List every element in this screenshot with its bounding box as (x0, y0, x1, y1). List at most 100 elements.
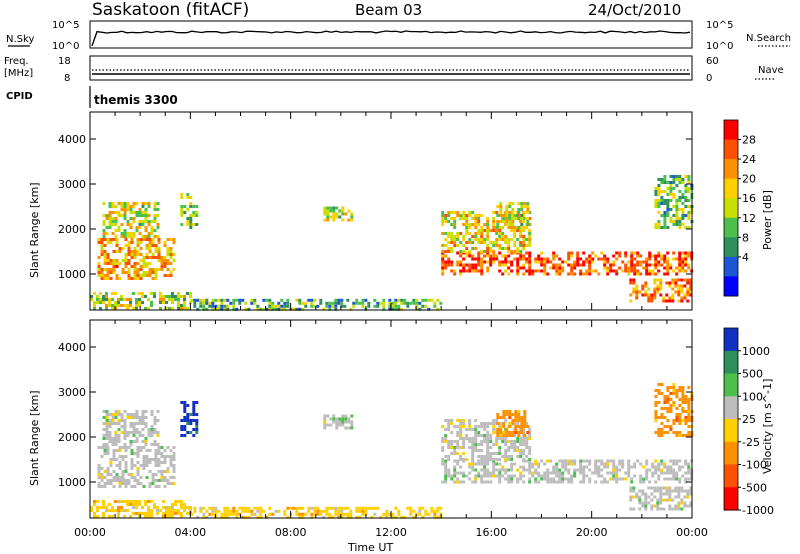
echo-cell (462, 474, 466, 478)
echo-cell (111, 307, 114, 310)
echo-cell (168, 298, 171, 301)
echo-cell (495, 468, 499, 472)
echo-cell (600, 257, 604, 261)
echo-cell (109, 464, 113, 467)
echo-cell (226, 307, 230, 311)
echo-cell (486, 455, 490, 458)
echo-cell (105, 295, 108, 298)
colorbar-swatch (724, 328, 738, 352)
echo-cell (654, 223, 658, 226)
echo-cell (111, 413, 115, 416)
echo-cell (141, 512, 144, 515)
echo-cell (229, 301, 233, 305)
echo-cell (480, 229, 484, 232)
echo-cell (112, 476, 116, 479)
echo-cell (148, 449, 152, 452)
echo-cell (133, 464, 137, 467)
echo-cell (555, 471, 559, 475)
echo-cell (629, 507, 633, 511)
echo-cell (148, 268, 152, 271)
echo-cell (163, 461, 167, 464)
echo-cell (468, 254, 472, 258)
echo-cell (183, 434, 187, 437)
echo-cell (180, 419, 184, 422)
echo-cell (681, 407, 685, 410)
echo-cell (169, 274, 173, 277)
echo-cell (271, 304, 275, 308)
echo-cell (409, 506, 413, 510)
echo-cell (522, 449, 526, 452)
echo-cell (486, 247, 490, 250)
echo-cell (558, 480, 562, 484)
echo-cell (474, 220, 478, 223)
echo-cell (202, 506, 206, 510)
echo-cell (347, 420, 351, 424)
echo-cell (109, 458, 113, 461)
echo-cell (394, 515, 398, 519)
echo-cell (114, 304, 117, 307)
echo-cell (681, 389, 685, 392)
echo-cell (147, 298, 150, 301)
echo-cell (154, 274, 158, 277)
echo-cell (498, 422, 502, 425)
echo-cell (687, 431, 691, 434)
echo-cell (147, 235, 151, 238)
echo-cell (633, 266, 637, 270)
echo-cell (109, 461, 113, 464)
echo-cell (498, 458, 502, 461)
echo-cell (304, 301, 308, 305)
echo-cell (471, 452, 475, 455)
echo-cell (247, 506, 251, 510)
echo-cell (172, 482, 176, 485)
echo-cell (313, 512, 317, 516)
echo-cell (645, 477, 649, 481)
echo-cell (681, 263, 685, 267)
echo-cell (522, 465, 526, 469)
echo-cell (672, 468, 676, 472)
echo-cell (537, 462, 541, 466)
echo-cell (358, 509, 362, 513)
echo-cell (508, 205, 512, 208)
echo-cell (585, 459, 589, 463)
echo-cell (150, 220, 154, 223)
power-y-axis-label: Slant Range [km] (28, 182, 41, 278)
echo-cell (168, 512, 171, 515)
echo-cell (93, 307, 96, 310)
echo-cell (141, 295, 144, 298)
echo-cell (105, 298, 108, 301)
echo-cell (627, 459, 631, 463)
echo-cell (519, 471, 523, 475)
echo-cell (156, 506, 159, 509)
echo-cell (180, 512, 183, 515)
colorbar-tick-label: 20 (742, 173, 756, 186)
echo-cell (523, 410, 527, 413)
echo-cell (669, 471, 673, 475)
echo-cell (654, 410, 658, 413)
echo-cell (100, 253, 104, 256)
echo-cell (450, 217, 454, 220)
echo-cell (283, 509, 287, 513)
echo-cell (644, 492, 648, 496)
echo-cell (123, 229, 127, 232)
echo-cell (486, 244, 490, 247)
echo-cell (468, 238, 472, 241)
echo-cell (456, 425, 460, 428)
echo-cell (486, 471, 490, 475)
echo-cell (142, 464, 146, 467)
echo-cell (171, 301, 174, 304)
echo-cell (678, 254, 682, 258)
echo-cell (108, 298, 111, 301)
echo-cell (123, 434, 127, 437)
echo-cell (504, 254, 508, 258)
echo-cell (651, 272, 655, 276)
echo-cell (660, 407, 664, 410)
echo-cell (672, 220, 676, 223)
echo-cell (647, 486, 651, 490)
echo-cell (665, 281, 669, 285)
echo-cell (657, 254, 661, 258)
echo-cell (397, 307, 401, 311)
echo-cell (612, 477, 616, 481)
echo-cell (141, 434, 145, 437)
echo-cell (121, 479, 125, 482)
echo-cell (675, 211, 679, 214)
